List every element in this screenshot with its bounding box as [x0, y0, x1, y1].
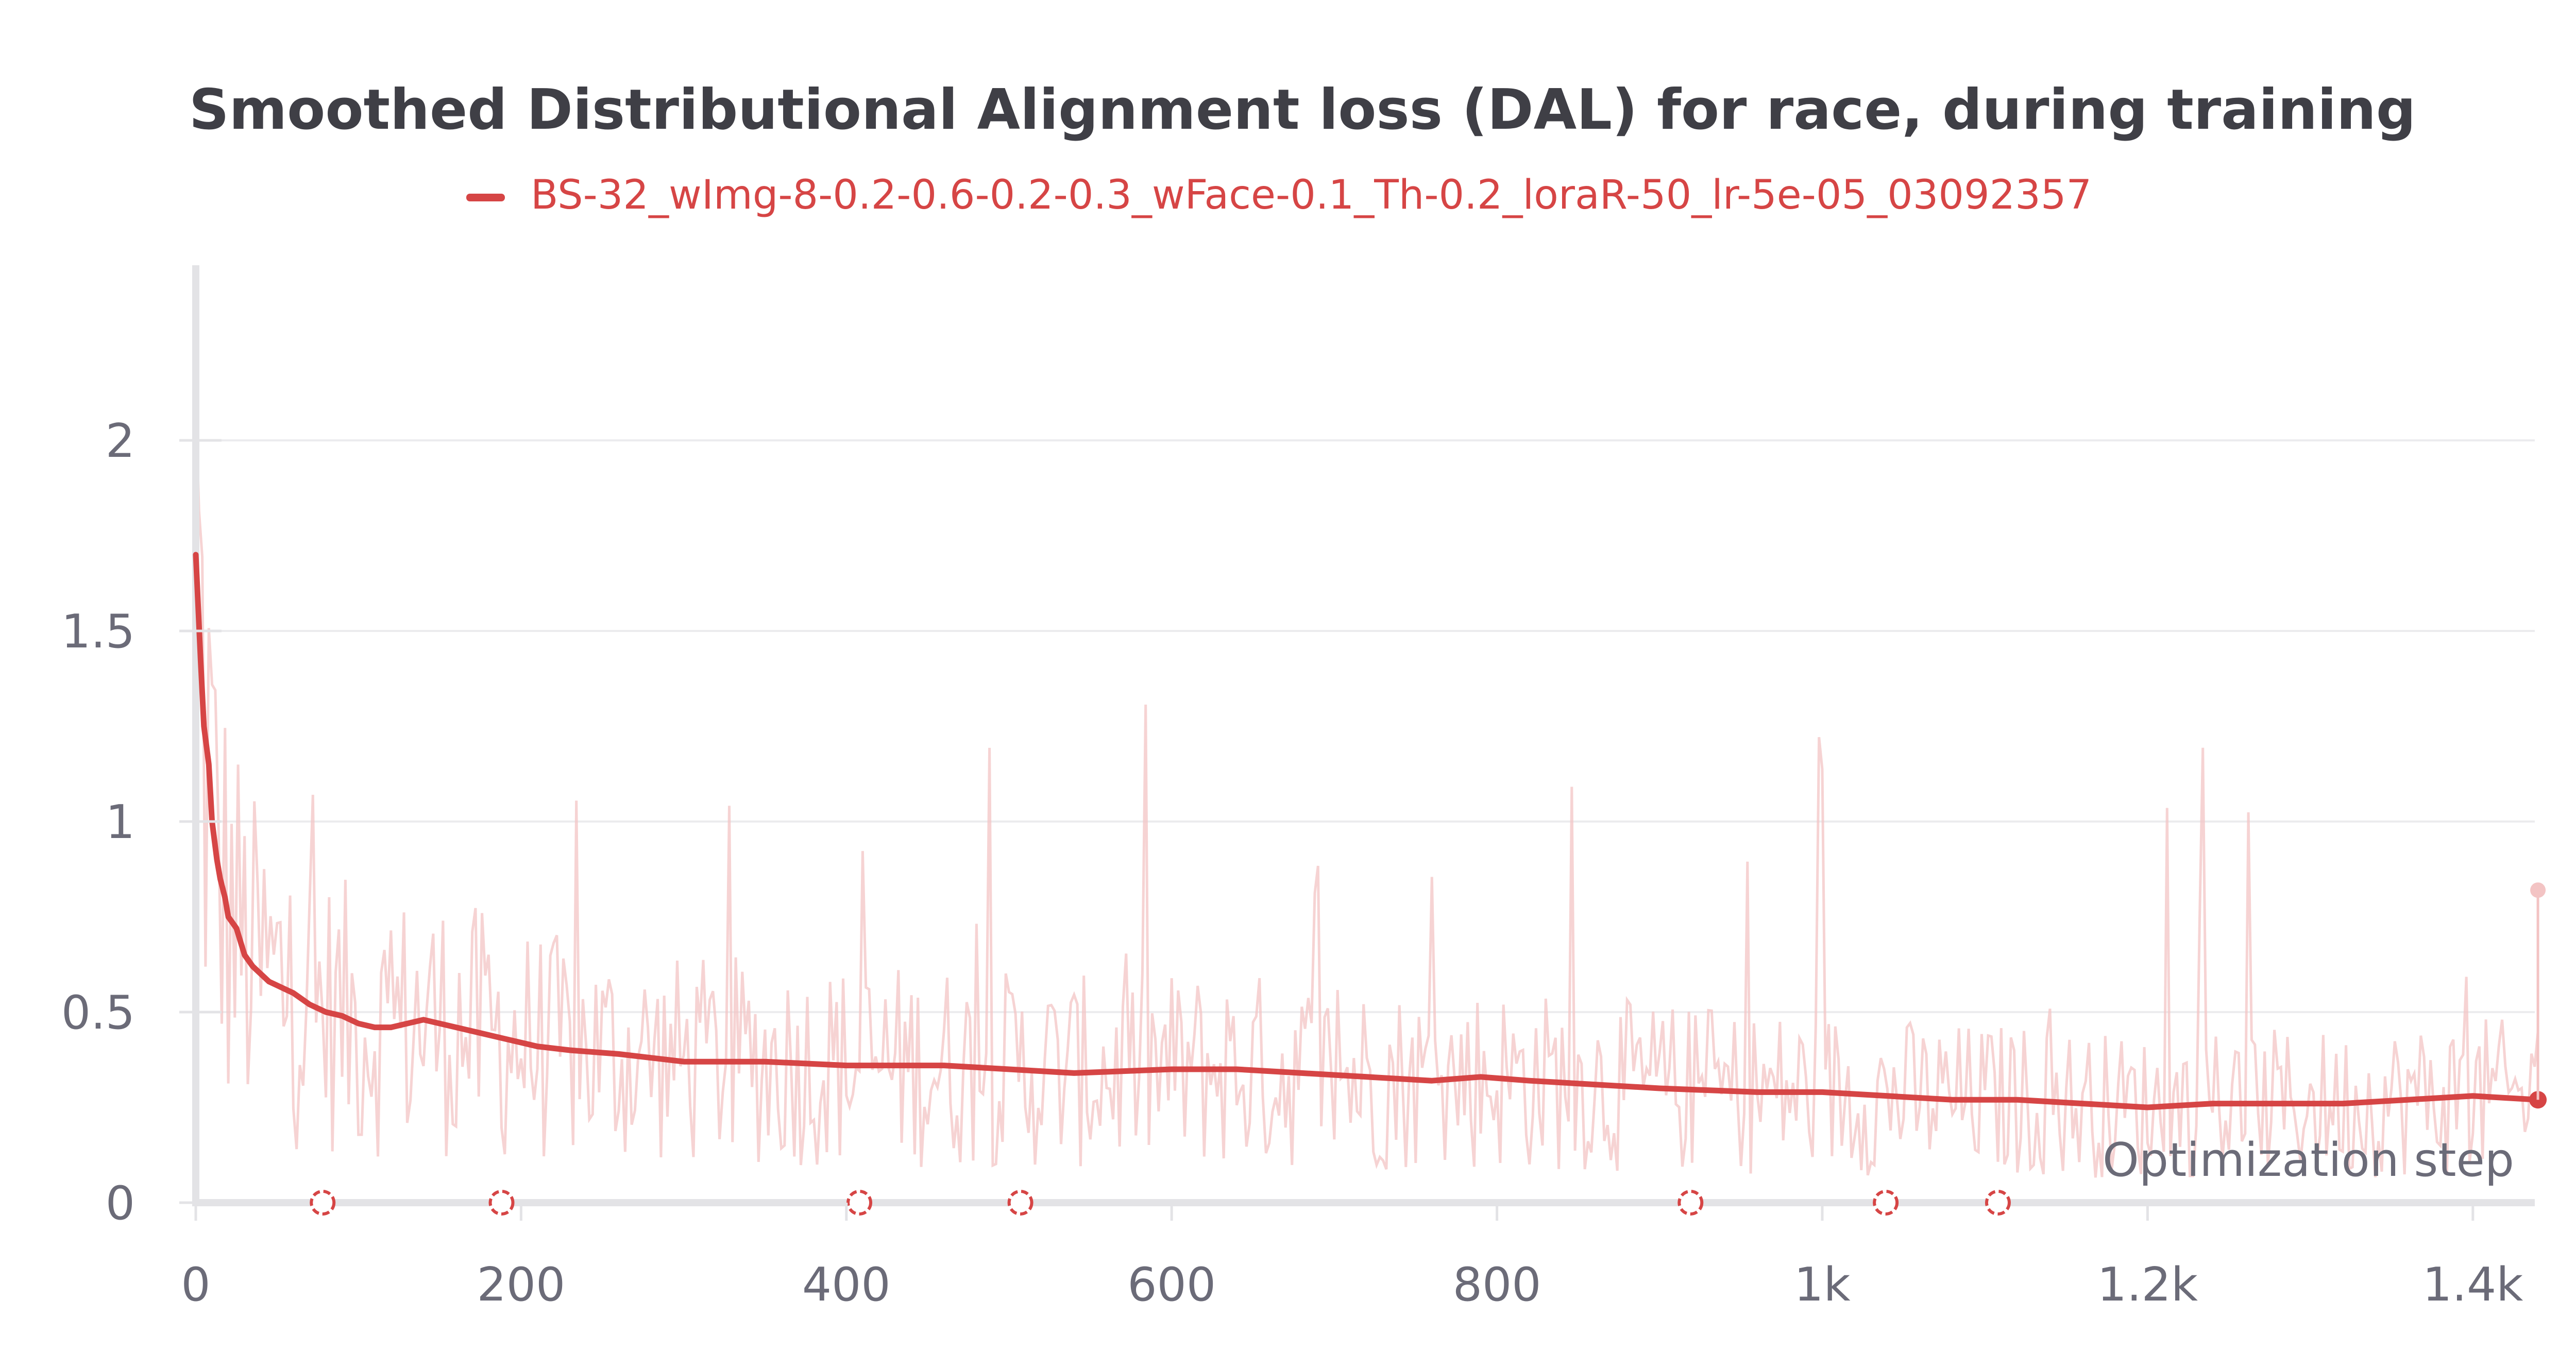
y-tick-label: 0.5 — [61, 986, 135, 1040]
x-axis-label: Optimization step — [2103, 1133, 2514, 1187]
run-marker[interactable] — [310, 1190, 336, 1216]
x-tick-label: 600 — [1127, 1258, 1216, 1312]
y-tick-label: 1 — [106, 795, 135, 849]
run-marker[interactable] — [846, 1190, 873, 1216]
grid — [196, 439, 2535, 1013]
run-markers — [310, 1190, 2011, 1216]
legend-label: BS-32_wImg-8-0.2-0.6-0.2-0.3_wFace-0.1_T… — [531, 172, 2092, 218]
y-tick-label: 1.5 — [61, 605, 135, 659]
legend[interactable]: BS-32_wImg-8-0.2-0.6-0.2-0.3_wFace-0.1_T… — [466, 172, 2092, 218]
raw-end-point — [2530, 882, 2546, 898]
x-tick-label: 1k — [1794, 1258, 1850, 1312]
run-marker[interactable] — [1677, 1190, 1704, 1216]
series-layer — [193, 552, 2547, 1110]
x-tick-label: 1.4k — [2422, 1258, 2523, 1312]
tick-labels: 0 0.5 1 1.5 2 0 200 400 600 800 1k 1.2k 1.4k — [61, 414, 2523, 1312]
y-tick-label: 2 — [106, 414, 135, 468]
raw-series-line — [194, 404, 2539, 1178]
run-marker[interactable] — [1007, 1190, 1033, 1216]
run-marker[interactable] — [1985, 1190, 2011, 1216]
x-tick-label: 200 — [477, 1258, 566, 1312]
legend-swatch — [466, 194, 505, 201]
x-tick-label: 800 — [1453, 1258, 1541, 1312]
raw-values-layer — [194, 404, 2539, 1178]
run-marker[interactable] — [1873, 1190, 1899, 1216]
run-marker[interactable] — [488, 1190, 515, 1216]
chart-title: Smoothed Distributional Alignment loss (… — [189, 78, 2416, 142]
y-tick-label: 0 — [106, 1176, 135, 1230]
x-tick-label: 0 — [181, 1258, 210, 1312]
axes — [192, 265, 2535, 1206]
x-tick-label: 1.2k — [2097, 1258, 2198, 1312]
x-tick-label: 400 — [802, 1258, 891, 1312]
series-line[interactable] — [193, 552, 2541, 1110]
